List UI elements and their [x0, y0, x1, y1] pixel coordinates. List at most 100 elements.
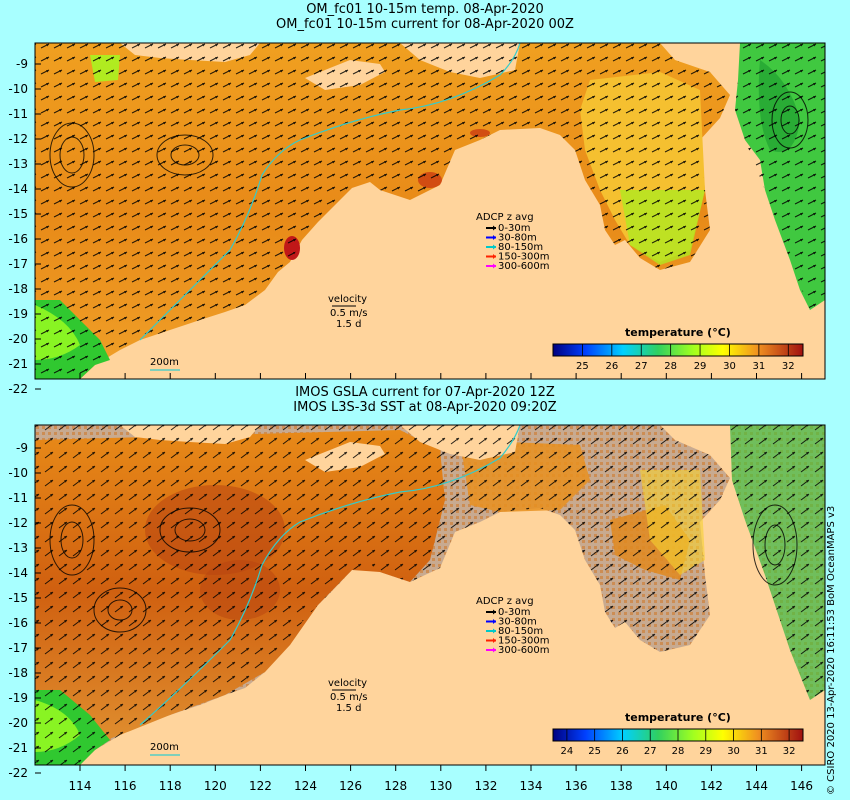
svg-text:200m: 200m — [150, 357, 179, 368]
colorbar-tick-label: 25 — [588, 746, 601, 757]
velocity-legend-value: 0.5 m/s — [330, 308, 367, 319]
longitude-tick-label: 114 — [69, 779, 92, 793]
latitude-tick-label: -17 — [8, 257, 28, 271]
latitude-tick-label: -9 — [16, 57, 28, 71]
svg-text:200m: 200m — [150, 742, 179, 753]
longitude-tick-label: 118 — [159, 779, 182, 793]
bottom-map-latitude-axis: -9 -10 -11 -12 -13 -14 -15 -16 -17 -18 -19 -20 -21 -2… — [8, 441, 41, 780]
latitude-tick-label: -21 — [8, 741, 28, 755]
adcp-legend-title: ADCP z avg — [476, 596, 534, 607]
bottom-map-title-line1: IMOS GSLA current for 07-Apr-2020 12Z — [295, 385, 555, 400]
bottom-map — [34, 424, 826, 766]
latitude-tick-label: -15 — [8, 207, 28, 221]
latitude-tick-label: -18 — [8, 282, 28, 296]
latitude-tick-label: -11 — [8, 107, 28, 121]
longitude-tick-label: 142 — [700, 779, 723, 793]
colorbar-tick-label: 31 — [755, 746, 768, 757]
top-map-adcp-legend: ADCP z avg 0-30m30-80m80-150m150-300m300… — [476, 212, 550, 272]
top-map-title-line1: OM_fc01 10-15m temp. 08-Apr-2020 — [306, 2, 544, 17]
bottom-map-isobath-label: 200m — [150, 742, 180, 756]
longitude-tick-label: 130 — [429, 779, 452, 793]
colorbar-tick-label: 26 — [616, 746, 629, 757]
adcp-legend-label: 150-300m — [498, 252, 550, 263]
latitude-tick-label: -18 — [8, 666, 28, 680]
adcp-legend-label: 80-150m — [498, 242, 543, 253]
adcp-legend-label: 30-80m — [498, 233, 537, 244]
colorbar-tick-label: 32 — [783, 746, 796, 757]
top-map-title-line2: OM_fc01 10-15m current for 08-Apr-2020 0… — [276, 17, 574, 32]
top-map-eddies — [49, 91, 809, 188]
colorbar-tick-label: 24 — [561, 746, 574, 757]
colorbar-tick-label: 29 — [699, 746, 712, 757]
latitude-tick-label: -19 — [8, 307, 28, 321]
latitude-tick-label: -14 — [8, 566, 28, 580]
latitude-tick-label: -13 — [8, 157, 28, 171]
velocity-legend-title: velocity — [328, 678, 367, 689]
latitude-tick-label: -13 — [8, 541, 28, 555]
bottom-map-adcp-legend: ADCP z avg 0-30m30-80m80-150m150-300m300… — [476, 596, 550, 656]
latitude-tick-label: -10 — [8, 82, 28, 96]
colorbar-tick-label: 27 — [644, 746, 657, 757]
adcp-legend-label: 300-600m — [498, 645, 550, 656]
colorbar-tick-label: 31 — [753, 361, 766, 372]
adcp-legend-label: 300-600m — [498, 261, 550, 272]
longitude-tick-label: 116 — [114, 779, 137, 793]
latitude-tick-label: -17 — [8, 641, 28, 655]
colorbar-tick-label: 30 — [723, 361, 736, 372]
colorbar-tick-label: 30 — [727, 746, 740, 757]
top-colorbar-title: temperature (°C) — [625, 326, 731, 339]
longitude-tick-label: 120 — [204, 779, 227, 793]
adcp-legend-label: 80-150m — [498, 626, 543, 637]
latitude-tick-label: -16 — [8, 232, 28, 246]
adcp-legend-label: 30-80m — [498, 617, 537, 628]
longitude-tick-label: 124 — [294, 779, 317, 793]
longitude-axis: 114 116 118 120 122 124 126 128 130 132 134 136 138 1… — [69, 373, 813, 793]
adcp-legend-label: 0-30m — [498, 607, 530, 618]
bottom-map-velocity-legend: velocity 0.5 m/s 1.5 d — [328, 678, 367, 714]
latitude-tick-label: -19 — [8, 691, 28, 705]
longitude-tick-label: 138 — [610, 779, 633, 793]
longitude-tick-label: 126 — [339, 779, 362, 793]
longitude-tick-label: 134 — [520, 779, 543, 793]
longitude-tick-label: 128 — [384, 779, 407, 793]
latitude-tick-label: -21 — [8, 357, 28, 371]
top-map-colorbar: temperature (°C) 25 26 27 28 29 30 31 32 — [552, 326, 804, 372]
bottom-colorbar-title: temperature (°C) — [625, 711, 731, 724]
bottom-map-colorbar: temperature (°C) 24 25 26 27 28 29 30 31 32 — [552, 711, 804, 757]
bottom-map-title-line2: IMOS L3S-3d SST at 08-Apr-2020 09:20Z — [293, 400, 557, 415]
latitude-tick-label: -22 — [8, 382, 28, 396]
latitude-tick-label: -16 — [8, 616, 28, 630]
colorbar-tick-label: 28 — [664, 361, 677, 372]
longitude-tick-label: 140 — [655, 779, 678, 793]
longitude-tick-label: 122 — [249, 779, 272, 793]
top-map-200m-isobath — [139, 42, 521, 341]
latitude-tick-label: -15 — [8, 591, 28, 605]
credit-text: © CSIRO 2020 13-Apr-2020 16:11:53 BoM Oc… — [826, 505, 837, 795]
colorbar-tick-label: 27 — [635, 361, 648, 372]
latitude-tick-label: -20 — [8, 332, 28, 346]
colorbar-tick-label: 32 — [782, 361, 795, 372]
adcp-legend-title: ADCP z avg — [476, 212, 534, 223]
adcp-legend-label: 150-300m — [498, 636, 550, 647]
latitude-tick-label: -11 — [8, 491, 28, 505]
colorbar-tick-label: 26 — [605, 361, 618, 372]
longitude-tick-label: 146 — [790, 779, 813, 793]
latitude-tick-label: -20 — [8, 716, 28, 730]
latitude-tick-label: -14 — [8, 182, 28, 196]
longitude-tick-label: 136 — [565, 779, 588, 793]
latitude-tick-label: -22 — [8, 766, 28, 780]
velocity-legend-time: 1.5 d — [336, 703, 361, 714]
latitude-tick-label: -12 — [8, 516, 28, 530]
top-map-isobath-label: 200m — [150, 357, 180, 371]
velocity-legend-title: velocity — [328, 294, 367, 305]
top-map-latitude-axis: -9 -10 -11 -12 -13 -14 -15 -16 -17 -18 -19 -20 -21 -2… — [8, 57, 41, 396]
colorbar-tick-label: 29 — [694, 361, 707, 372]
latitude-tick-label: -12 — [8, 132, 28, 146]
colorbar-tick-label: 28 — [672, 746, 685, 757]
latitude-tick-label: -10 — [8, 466, 28, 480]
top-map-velocity-legend: velocity 0.5 m/s 1.5 d — [328, 294, 367, 330]
bottom-map-eddies — [49, 504, 798, 633]
velocity-legend-value: 0.5 m/s — [330, 692, 367, 703]
longitude-tick-label: 132 — [474, 779, 497, 793]
